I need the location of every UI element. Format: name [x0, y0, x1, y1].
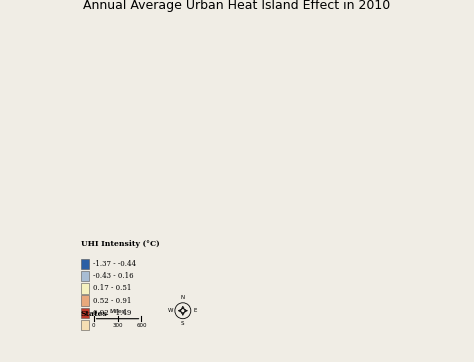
Text: 300: 300 — [112, 324, 123, 328]
FancyBboxPatch shape — [81, 283, 89, 294]
Title: Annual Average Urban Heat Island Effect in 2010: Annual Average Urban Heat Island Effect … — [83, 0, 391, 12]
Text: 0.17 - 0.51: 0.17 - 0.51 — [93, 285, 131, 292]
FancyBboxPatch shape — [81, 308, 89, 318]
FancyBboxPatch shape — [81, 271, 89, 281]
Text: -0.43 - 0.16: -0.43 - 0.16 — [93, 272, 133, 280]
Text: 0: 0 — [92, 324, 95, 328]
Text: N: N — [181, 295, 185, 300]
Text: 600: 600 — [136, 324, 146, 328]
FancyBboxPatch shape — [81, 320, 89, 330]
FancyBboxPatch shape — [81, 259, 89, 269]
Text: E: E — [194, 308, 197, 313]
Text: 0.52 - 0.91: 0.52 - 0.91 — [93, 296, 131, 304]
FancyBboxPatch shape — [81, 295, 89, 306]
Text: -1.37 - -0.44: -1.37 - -0.44 — [93, 260, 136, 268]
Text: 0.92 - 1.49: 0.92 - 1.49 — [93, 309, 131, 317]
Text: UHI Intensity (°C): UHI Intensity (°C) — [81, 240, 160, 248]
Text: W: W — [167, 308, 173, 313]
Text: S: S — [181, 321, 184, 326]
Text: Miles: Miles — [109, 309, 126, 314]
Text: States: States — [81, 310, 108, 318]
